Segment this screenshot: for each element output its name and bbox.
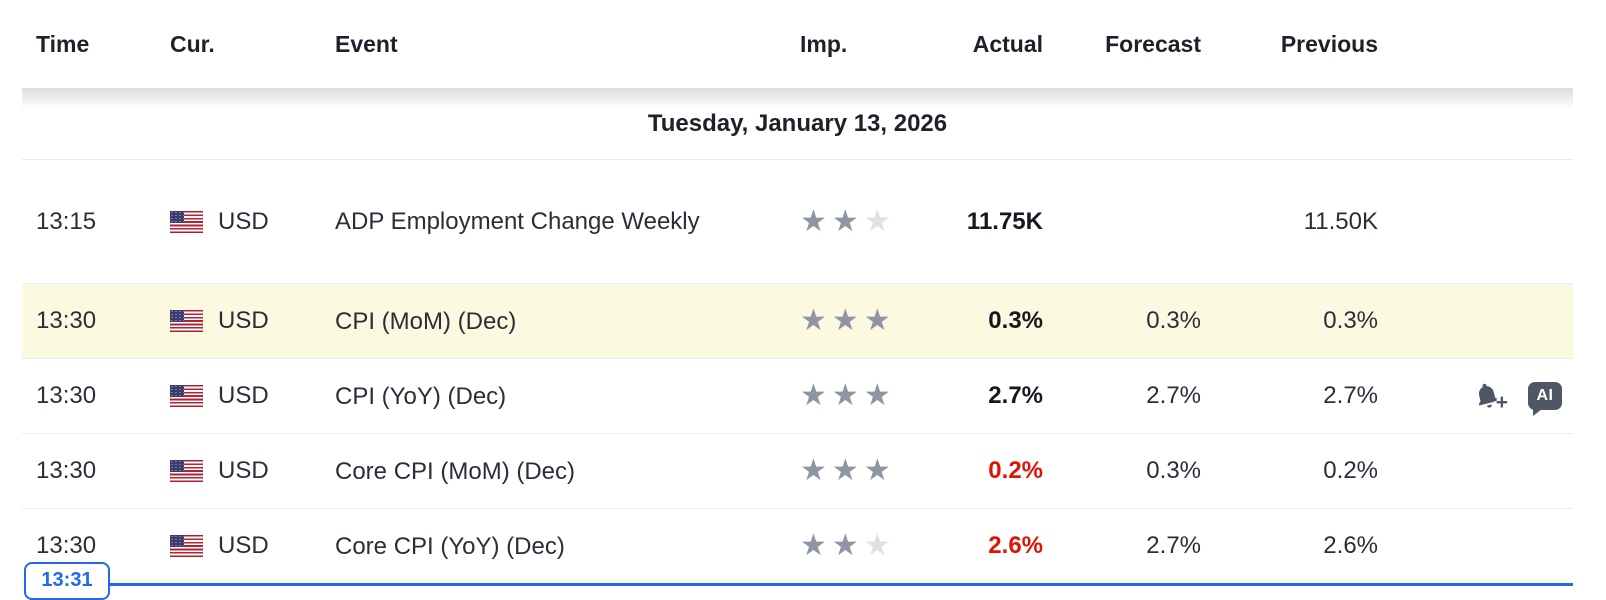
previous-value: 0.3% [1323, 307, 1378, 334]
star-filled-icon: ★ [831, 454, 859, 487]
table-row[interactable]: 13:15 USD ADP Employment Change Weekly ★… [22, 160, 1573, 284]
event-name[interactable]: CPI (YoY) (Dec) [335, 382, 507, 410]
col-header-currency: Cur. [170, 30, 215, 57]
previous-value: 0.2% [1323, 457, 1378, 484]
star-filled-icon: ★ [831, 379, 859, 412]
importance-stars: ★ ★ ★ [777, 381, 907, 411]
event-name[interactable]: Core CPI (YoY) (Dec) [335, 532, 565, 560]
col-header-forecast: Forecast [1105, 30, 1201, 57]
col-header-event: Event [335, 30, 398, 57]
event-name[interactable]: ADP Employment Change Weekly [335, 208, 700, 235]
col-header-previous: Previous [1280, 30, 1378, 57]
current-time-label: 13:31 [41, 569, 93, 591]
date-header-label: Tuesday, January 13, 2026 [647, 110, 948, 137]
event-time: 13:30 [36, 532, 97, 559]
currency-label: USD [218, 307, 269, 334]
col-header-time: Time [36, 30, 90, 57]
event-name[interactable]: CPI (MoM) (Dec) [335, 307, 517, 335]
star-empty-icon: ★ [863, 529, 891, 562]
economic-calendar-table: Time Cur. Event Imp. Actual Forecast Pre… [22, 0, 1573, 584]
add-alert-bell-icon[interactable]: + [1472, 380, 1508, 414]
table-row[interactable]: 13:30 USD Core CPI (YoY) (Dec) ★ ★ ★ 2.6% … [22, 509, 1573, 584]
star-filled-icon: ★ [831, 304, 859, 337]
star-filled-icon: ★ [800, 529, 827, 562]
ai-chat-icon[interactable]: AI [1528, 382, 1562, 416]
event-time: 13:30 [36, 382, 97, 409]
importance-stars: ★ ★ ★ [777, 456, 907, 486]
table-row[interactable]: 13:30 USD Core CPI (MoM) (Dec) ★ ★ ★ 0.2% … [22, 434, 1573, 509]
us-flag-icon [170, 385, 203, 407]
us-flag-icon [170, 535, 203, 557]
col-header-actual: Actual [972, 30, 1043, 57]
currency-label: USD [218, 382, 269, 409]
star-filled-icon: ★ [800, 204, 827, 238]
us-flag-icon [170, 460, 203, 482]
date-header-row: Tuesday, January 13, 2026 [22, 89, 1573, 160]
importance-stars: ★ ★ ★ [777, 306, 907, 336]
actual-value: 11.75K [966, 207, 1043, 235]
currency-label: USD [218, 207, 269, 235]
actual-value: 0.2% [988, 457, 1043, 484]
forecast-value: 0.3% [1146, 307, 1201, 334]
star-filled-icon: ★ [831, 529, 859, 562]
event-name[interactable]: Core CPI (MoM) (Dec) [335, 457, 576, 485]
star-filled-icon: ★ [800, 454, 827, 487]
importance-stars: ★ ★ ★ [777, 204, 907, 238]
us-flag-icon [170, 210, 203, 233]
current-time-badge[interactable]: 13:31 [24, 562, 110, 600]
current-time-marker-line [108, 583, 1573, 586]
plus-glyph: + [1495, 391, 1508, 414]
star-filled-icon: ★ [831, 204, 859, 238]
event-time: 13:30 [36, 457, 97, 484]
col-header-importance: Imp. [800, 30, 848, 57]
forecast-value: 2.7% [1146, 382, 1201, 409]
star-filled-icon: ★ [863, 379, 891, 412]
table-row-highlighted[interactable]: 13:30 USD CPI (MoM) (Dec) ★ ★ ★ 0.3% 0.3% … [22, 284, 1573, 359]
star-empty-icon: ★ [863, 204, 891, 238]
us-flag-icon [170, 310, 203, 332]
table-row[interactable]: 13:30 USD CPI (YoY) (Dec) ★ ★ ★ 2.7% 2.7% … [22, 359, 1573, 434]
currency-label: USD [218, 532, 269, 559]
actual-value: 0.3% [988, 307, 1043, 334]
previous-value: 11.50K [1303, 207, 1378, 235]
star-filled-icon: ★ [800, 379, 827, 412]
actual-value: 2.6% [988, 532, 1043, 559]
table-header-row: Time Cur. Event Imp. Actual Forecast Pre… [22, 0, 1573, 89]
currency-label: USD [218, 457, 269, 484]
event-time: 13:30 [36, 307, 97, 334]
forecast-value: 0.3% [1146, 457, 1201, 484]
importance-stars: ★ ★ ★ [777, 531, 907, 561]
star-filled-icon: ★ [863, 454, 891, 487]
forecast-value: 2.7% [1146, 532, 1201, 559]
star-filled-icon: ★ [800, 304, 827, 337]
previous-value: 2.6% [1323, 532, 1378, 559]
star-filled-icon: ★ [863, 304, 891, 337]
event-time: 13:15 [36, 207, 97, 235]
previous-value: 2.7% [1323, 382, 1378, 409]
actual-value: 2.7% [988, 382, 1043, 409]
